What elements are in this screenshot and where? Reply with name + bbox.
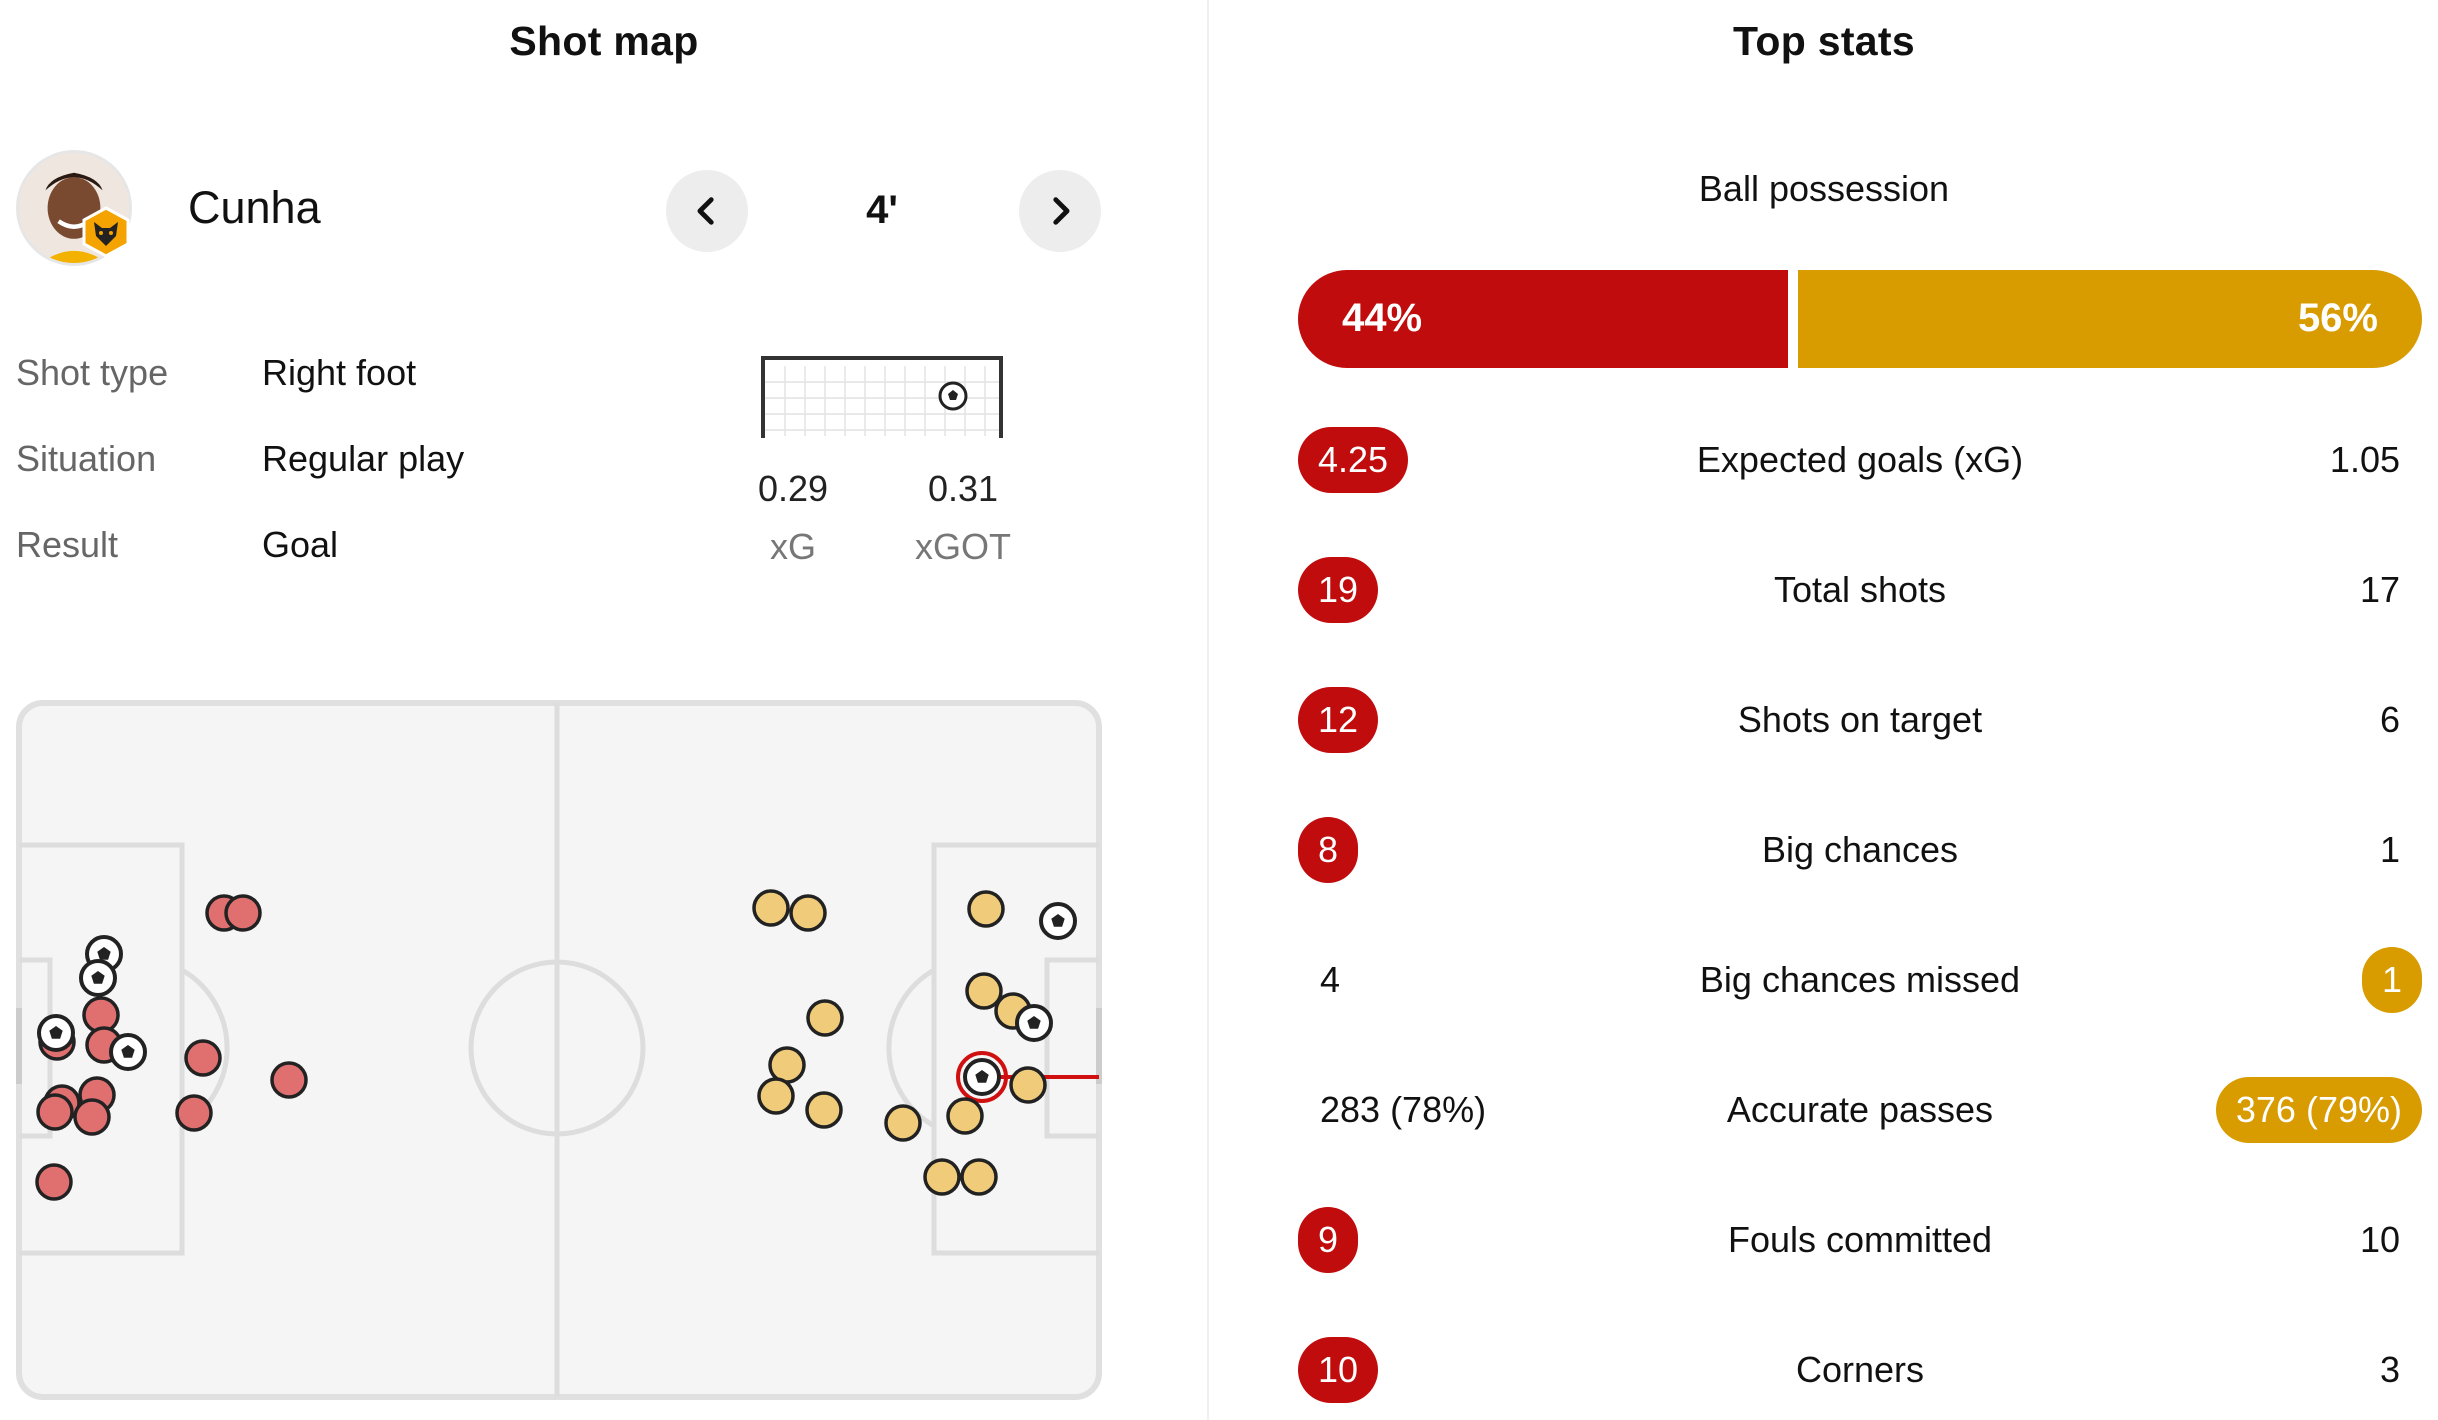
stat-label: Accurate passes (1726, 1089, 1994, 1130)
possession-away-fill (1798, 270, 2422, 368)
away-shot-marker[interactable] (1009, 1066, 1047, 1104)
away-shot-marker[interactable] (768, 1046, 806, 1084)
shot-type-value: Right foot (262, 352, 417, 393)
stat-home-value: 9 (1298, 1207, 1359, 1273)
shots-layer (35, 889, 1099, 1201)
result-value: Goal (262, 524, 339, 565)
panel-divider (1207, 0, 1209, 1420)
stat-row: Fouls committed 9 10 (1298, 1207, 2422, 1277)
xg-value: 0.29 (757, 468, 829, 509)
goal-shot-marker[interactable] (1015, 1004, 1053, 1042)
away-shot-marker[interactable] (806, 999, 844, 1037)
player-name[interactable]: Cunha (188, 182, 321, 233)
stat-home-value: 12 (1298, 687, 1379, 753)
xg-label: xG (769, 526, 816, 567)
stat-home-value: 19 (1298, 557, 1379, 623)
away-shot-marker[interactable] (789, 894, 827, 932)
stat-row: Big chances missed 4 1 (1298, 947, 2422, 1017)
away-shot-marker[interactable] (946, 1097, 984, 1135)
top-stats-title: Top stats (1733, 18, 1915, 64)
goal-shot-marker[interactable] (956, 1051, 1008, 1103)
wolf-badge-icon (82, 206, 130, 258)
stat-row: Shots on target 12 6 (1298, 687, 2422, 757)
stat-label: Expected goals (xG) (1696, 439, 2024, 480)
previous-shot-button[interactable] (666, 170, 748, 252)
shot-map-panel: Shot map Cunha 4' Shot type Right foot S… (0, 0, 1208, 1420)
stat-away-value: 6 (2379, 699, 2400, 740)
stat-label: Corners (1795, 1349, 1925, 1390)
left-goal-post (16, 1008, 22, 1084)
away-shot-marker[interactable] (805, 1091, 843, 1129)
home-shot-marker[interactable] (184, 1039, 222, 1077)
away-shot-marker[interactable] (965, 972, 1003, 1010)
shot-map-title: Shot map (509, 18, 699, 64)
goal-shot-marker[interactable] (37, 1014, 75, 1052)
stat-home-value: 8 (1298, 817, 1359, 883)
stat-label: Big chances missed (1699, 959, 2021, 1000)
home-shot-marker[interactable] (175, 1094, 213, 1132)
stat-row: Accurate passes 283 (78%) 376 (79%) (1298, 1077, 2422, 1147)
away-shot-marker[interactable] (960, 1158, 998, 1196)
stat-row: Corners 10 3 (1298, 1337, 2422, 1407)
shot-map-pitch[interactable] (16, 700, 1102, 1400)
right-goal-post (1096, 1008, 1102, 1084)
chevron-right-icon (1053, 197, 1070, 225)
stat-away-value: 376 (79%) (2215, 1077, 2422, 1143)
situation-label: Situation (16, 438, 157, 479)
home-shot-marker[interactable] (73, 1098, 111, 1136)
xgot-label: xGOT (915, 526, 1011, 567)
soccer-ball-icon (938, 381, 968, 411)
goal-shot-marker[interactable] (79, 959, 117, 997)
situation-value: Regular play (262, 438, 465, 479)
home-shot-marker[interactable] (35, 1163, 73, 1201)
stat-away-value: 1 (2361, 947, 2422, 1013)
xgot-value: 0.31 (927, 468, 999, 509)
home-shot-marker[interactable] (270, 1061, 308, 1099)
stat-label: Big chances (1761, 829, 1959, 870)
home-shot-marker[interactable] (36, 1093, 74, 1131)
shot-type-label: Shot type (16, 352, 169, 393)
goal-mouth-graphic (761, 356, 1003, 438)
away-shot-marker[interactable] (884, 1104, 922, 1142)
stat-label: Fouls committed (1727, 1219, 1993, 1260)
possession-label: Ball possession (1698, 168, 1950, 209)
possession-home-fill (1298, 270, 1788, 368)
top-stats-panel: Top stats Ball possession 44% 56% Expect… (1210, 0, 2438, 1420)
away-shot-marker[interactable] (923, 1158, 961, 1196)
home-shot-marker[interactable] (224, 894, 262, 932)
shot-minute: 4' (866, 188, 898, 232)
stat-away-value: 10 (2359, 1219, 2400, 1260)
stat-label: Shots on target (1737, 699, 1983, 740)
possession-home-value: 44% (1342, 296, 1423, 340)
possession-bar: 44% 56% (1298, 270, 2422, 368)
stat-row: Expected goals (xG) 4.25 1.05 (1298, 427, 2422, 497)
away-shot-marker[interactable] (752, 889, 790, 927)
stat-away-value: 1.05 (2329, 439, 2400, 480)
stat-row: Big chances 8 1 (1298, 817, 2422, 887)
next-shot-button[interactable] (1019, 170, 1101, 252)
chevron-left-icon (697, 197, 714, 225)
stat-home-value: 10 (1298, 1337, 1379, 1403)
goal-shot-marker[interactable] (109, 1033, 147, 1071)
stat-home-value: 4 (1320, 959, 1341, 1000)
stat-home-value: 4.25 (1298, 427, 1409, 493)
away-shot-marker[interactable] (967, 890, 1005, 928)
result-label: Result (16, 524, 119, 565)
possession-away-value: 56% (2297, 296, 2378, 340)
goal-shot-marker[interactable] (1039, 902, 1077, 940)
stat-away-value: 17 (2359, 569, 2400, 610)
stat-home-value: 283 (78%) (1320, 1089, 1487, 1130)
stat-away-value: 1 (2379, 829, 2400, 870)
stat-label: Total shots (1773, 569, 1947, 610)
stat-away-value: 3 (2379, 1349, 2400, 1390)
stat-row: Total shots 19 17 (1298, 557, 2422, 627)
away-shot-marker[interactable] (757, 1077, 795, 1115)
